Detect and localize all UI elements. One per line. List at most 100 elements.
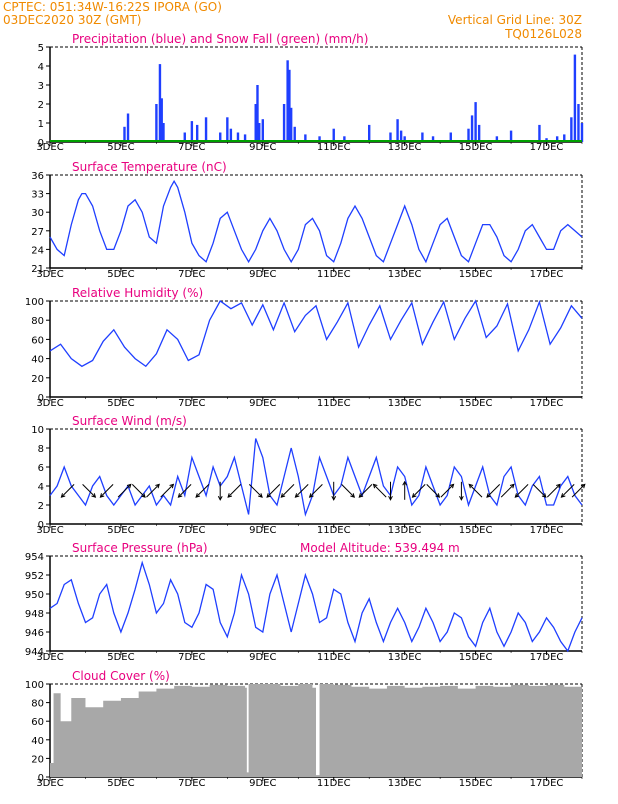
precip-bar — [574, 55, 576, 142]
x-tick-label: 9DEC — [249, 778, 276, 789]
precip-bar — [196, 125, 198, 142]
x-tick-label: 15DEC — [459, 269, 493, 280]
x-tick-label: 5DEC — [107, 652, 134, 663]
precip-bar — [258, 123, 260, 142]
precip-bar — [538, 125, 540, 142]
panel-title: Cloud Cover (%) — [72, 669, 170, 683]
x-tick-label: 13DEC — [388, 398, 422, 409]
y-tick-label: 5 — [38, 43, 44, 54]
header-model-code: TQ0126L028 — [504, 27, 582, 41]
y-tick-label: 24 — [31, 245, 44, 256]
panel-title: Precipitation (blue) and Snow Fall (gree… — [72, 32, 368, 46]
x-tick-label: 7DEC — [178, 398, 205, 409]
x-tick-label: 17DEC — [530, 778, 564, 789]
x-tick-label: 7DEC — [178, 778, 205, 789]
y-tick-label: 8 — [38, 444, 44, 455]
y-tick-label: 2 — [38, 501, 44, 512]
y-tick-label: 100 — [25, 297, 44, 308]
wind-arrow — [501, 484, 514, 497]
y-tick-label: 3 — [38, 81, 44, 92]
x-tick-label: 17DEC — [530, 398, 564, 409]
x-tick-label: 3DEC — [36, 525, 63, 536]
precip-bar — [570, 117, 572, 142]
precip-bar — [262, 119, 264, 142]
precip-bar — [577, 104, 579, 142]
x-tick-label: 7DEC — [178, 652, 205, 663]
x-tick-label: 13DEC — [388, 778, 422, 789]
y-tick-label: 60 — [31, 717, 44, 728]
precip-bar — [368, 125, 370, 142]
panel-title: Surface Wind (m/s) — [72, 414, 187, 428]
precip-bar — [290, 108, 292, 142]
x-tick-label: 17DEC — [530, 269, 564, 280]
header-grid-note: Vertical Grid Line: 30Z — [448, 13, 582, 27]
wind-arrow — [118, 484, 131, 497]
wind-arrow — [310, 484, 323, 497]
y-tick-label: 946 — [25, 628, 44, 639]
header-date: 03DEC2020 30Z (GMT) — [3, 13, 141, 27]
x-tick-label: 9DEC — [249, 652, 276, 663]
panel-title: Surface Temperature (nC) — [72, 160, 227, 174]
x-tick-label: 5DEC — [107, 778, 134, 789]
panel-title: Surface Pressure (hPa) — [72, 541, 208, 555]
precip-bar — [127, 114, 129, 143]
x-tick-label: 3DEC — [36, 778, 63, 789]
x-tick-label: 15DEC — [459, 778, 493, 789]
wind-arrow — [572, 484, 585, 497]
precip-bar — [226, 117, 228, 142]
precip-bar — [478, 125, 480, 142]
header-station: CPTEC: 051:34W-16:22S IPORA (GO) — [3, 0, 222, 14]
precip-bar — [123, 127, 125, 142]
precip-bar — [581, 123, 583, 142]
x-tick-label: 13DEC — [388, 269, 422, 280]
series-line — [50, 181, 582, 262]
wind-arrow — [342, 484, 355, 497]
y-tick-label: 950 — [25, 590, 44, 601]
y-tick-label: 10 — [31, 425, 44, 436]
wind-arrow — [161, 484, 174, 497]
y-tick-label: 20 — [31, 754, 44, 765]
x-tick-label: 11DEC — [317, 778, 351, 789]
precip-bar — [205, 117, 207, 142]
x-tick-label: 15DEC — [459, 525, 493, 536]
precip-bar — [155, 104, 157, 142]
y-tick-label: 948 — [25, 609, 44, 620]
x-tick-label: 5DEC — [107, 398, 134, 409]
wind-arrow — [61, 484, 74, 497]
y-tick-label: 80 — [31, 316, 44, 327]
y-tick-label: 33 — [31, 190, 44, 201]
precip-bar — [471, 115, 473, 142]
x-tick-label: 13DEC — [388, 652, 422, 663]
x-tick-label: 11DEC — [317, 525, 351, 536]
wind-arrow — [547, 484, 560, 497]
precip-bar — [474, 102, 476, 142]
y-tick-label: 27 — [31, 227, 44, 238]
precip-bar — [396, 119, 398, 142]
y-tick-label: 40 — [31, 355, 44, 366]
panel-annotation: Model Altitude: 539.494 m — [300, 541, 460, 555]
precip-bar — [294, 127, 296, 142]
y-tick-label: 6 — [38, 463, 44, 474]
series-line — [50, 439, 582, 515]
y-tick-label: 80 — [31, 699, 44, 710]
y-tick-label: 952 — [25, 571, 44, 582]
x-tick-label: 13DEC — [388, 525, 422, 536]
x-tick-label: 17DEC — [530, 525, 564, 536]
y-tick-label: 954 — [25, 552, 44, 563]
series-line — [50, 563, 582, 651]
x-tick-label: 9DEC — [249, 269, 276, 280]
series-line — [50, 301, 582, 366]
x-tick-label: 11DEC — [317, 269, 351, 280]
y-tick-label: 20 — [31, 374, 44, 385]
x-tick-label: 3DEC — [36, 269, 63, 280]
x-tick-label: 3DEC — [36, 398, 63, 409]
x-tick-label: 15DEC — [459, 652, 493, 663]
x-tick-label: 5DEC — [107, 269, 134, 280]
wind-arrow — [533, 484, 546, 497]
